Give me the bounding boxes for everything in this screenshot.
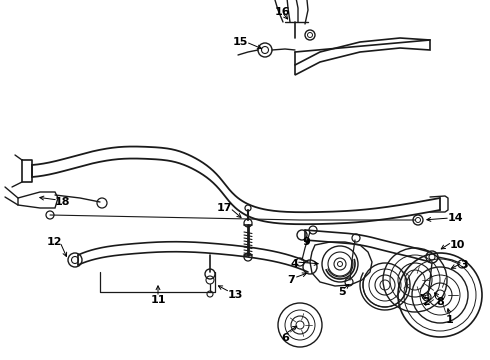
Text: 2: 2 <box>422 297 430 307</box>
Text: 5: 5 <box>338 287 346 297</box>
Text: 3: 3 <box>460 260 467 270</box>
Text: 6: 6 <box>281 333 289 343</box>
Text: 1: 1 <box>446 315 454 325</box>
Text: 16: 16 <box>274 7 290 17</box>
Text: 4: 4 <box>290 259 298 269</box>
Text: 18: 18 <box>55 197 71 207</box>
Text: 7: 7 <box>287 275 295 285</box>
Text: 8: 8 <box>436 297 444 307</box>
Text: 11: 11 <box>150 295 166 305</box>
Text: 13: 13 <box>228 290 244 300</box>
Text: 9: 9 <box>302 237 310 247</box>
Text: 10: 10 <box>450 240 465 250</box>
Text: 17: 17 <box>217 203 232 213</box>
Text: 12: 12 <box>47 237 62 247</box>
Text: 15: 15 <box>233 37 248 47</box>
Text: 14: 14 <box>448 213 464 223</box>
